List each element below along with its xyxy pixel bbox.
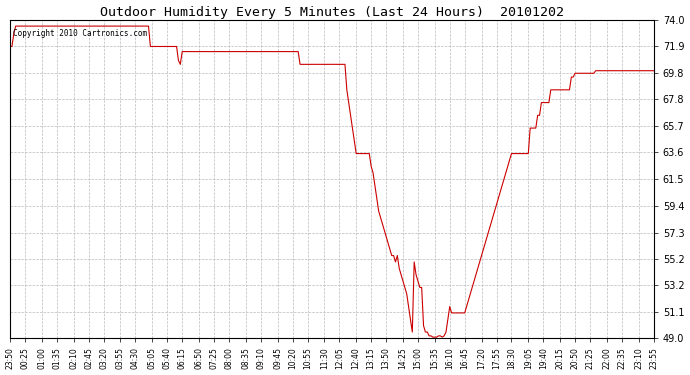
Text: Copyright 2010 Cartronics.com: Copyright 2010 Cartronics.com <box>13 29 148 38</box>
Title: Outdoor Humidity Every 5 Minutes (Last 24 Hours)  20101202: Outdoor Humidity Every 5 Minutes (Last 2… <box>100 6 564 18</box>
